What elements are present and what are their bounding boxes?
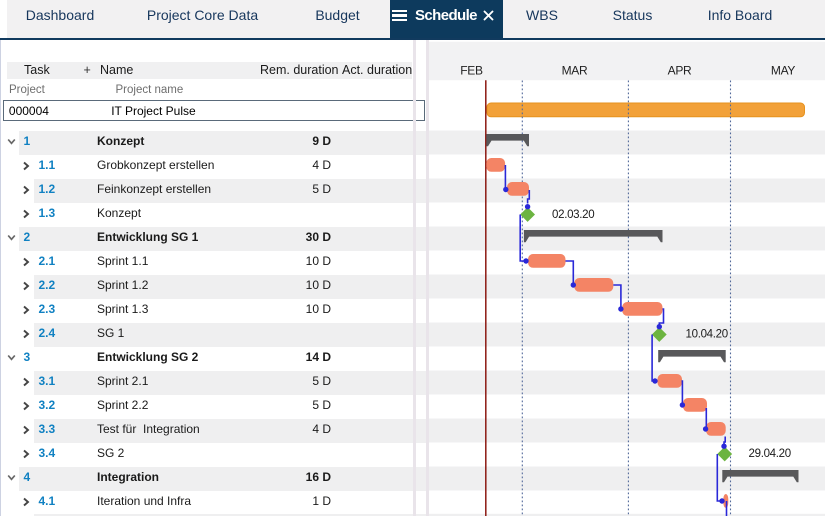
svg-text:MAR: MAR — [562, 64, 588, 78]
svg-text:MAY: MAY — [771, 64, 796, 78]
svg-text:29.04.20: 29.04.20 — [749, 448, 791, 460]
svg-text:APR: APR — [668, 64, 692, 78]
svg-text:10.04.20: 10.04.20 — [686, 328, 728, 340]
svg-text:FEB: FEB — [460, 64, 483, 78]
svg-text:02.03.20: 02.03.20 — [552, 209, 594, 221]
